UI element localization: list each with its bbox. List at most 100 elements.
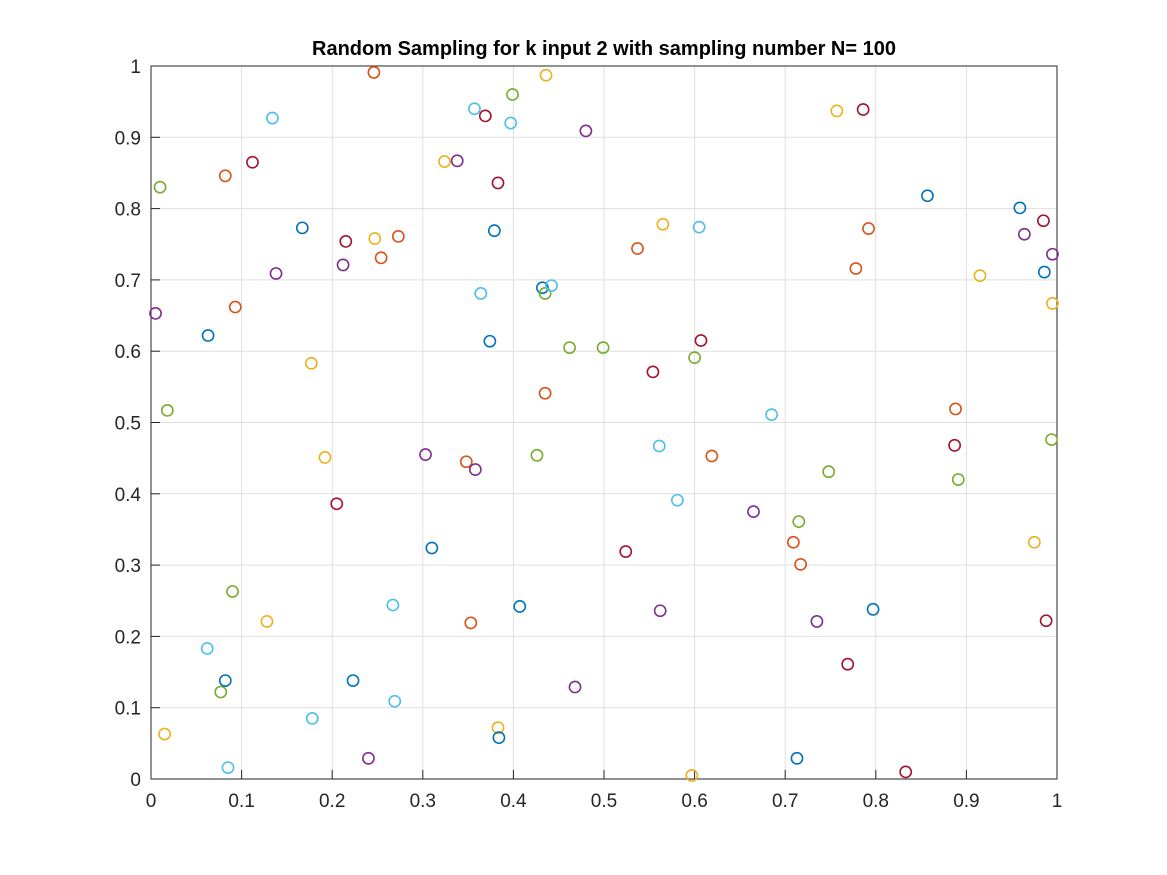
data-point	[221, 761, 235, 774]
x-tick-label: 0.8	[863, 791, 889, 812]
data-point	[487, 224, 501, 238]
data-point	[841, 657, 855, 671]
data-point	[339, 234, 353, 248]
data-point	[160, 403, 174, 417]
data-point	[336, 258, 350, 272]
data-point	[688, 351, 701, 365]
data-point	[368, 232, 382, 245]
data-point	[786, 535, 800, 549]
data-point	[305, 711, 319, 725]
data-point	[538, 386, 552, 400]
grid-lines	[150, 65, 1058, 780]
tick-marks	[150, 65, 1058, 780]
y-tick-label: 0.9	[115, 128, 141, 149]
y-axis-tick-labels: 0 0.1 0.2 0.3 0.4 0.5 0.6 0.7 0.8 0.9 1	[115, 57, 142, 791]
data-point	[269, 267, 283, 280]
data-point	[153, 180, 167, 194]
data-point	[1037, 265, 1051, 279]
data-point	[619, 545, 633, 558]
data-point	[705, 449, 719, 463]
data-point	[492, 731, 506, 745]
data-point	[1037, 214, 1050, 228]
data-point	[899, 765, 913, 779]
x-tick-label: 0.9	[953, 791, 979, 812]
data-point	[474, 287, 488, 300]
data-point	[218, 674, 232, 688]
y-tick-label: 0.4	[115, 485, 142, 506]
data-point	[318, 451, 332, 464]
data-point	[830, 104, 844, 118]
data-point	[506, 88, 519, 101]
x-tick-label: 0.7	[772, 791, 798, 812]
data-point	[1046, 297, 1059, 310]
data-point	[631, 242, 644, 255]
data-point	[346, 674, 360, 688]
data-point	[921, 189, 934, 203]
data-point	[304, 356, 318, 370]
data-point	[530, 448, 544, 462]
data-point	[478, 109, 492, 123]
data-point	[765, 408, 779, 422]
data-point	[849, 262, 863, 275]
data-point	[386, 598, 400, 612]
data-point	[218, 169, 232, 183]
data-point	[425, 541, 439, 555]
x-tick-label: 0.3	[410, 791, 436, 812]
data-point	[1046, 247, 1059, 261]
y-tick-label: 0.3	[115, 556, 141, 577]
x-tick-label: 0	[146, 791, 157, 812]
data-point	[149, 307, 162, 320]
data-point	[862, 222, 875, 235]
data-point	[419, 448, 432, 461]
data-point	[464, 616, 478, 630]
y-tick-label: 0.2	[115, 627, 141, 648]
data-point	[951, 473, 965, 486]
data-point	[438, 155, 451, 168]
data-point	[362, 751, 375, 765]
x-tick-label: 1	[1052, 791, 1063, 812]
data-point	[652, 439, 666, 453]
data-point	[747, 505, 760, 519]
data-point	[1039, 614, 1053, 628]
data-point	[246, 155, 259, 169]
data-point	[656, 217, 670, 231]
data-point	[388, 694, 402, 708]
data-point	[1027, 535, 1041, 549]
data-points	[149, 66, 1059, 782]
data-point	[330, 497, 344, 511]
data-point	[973, 269, 987, 283]
data-point	[158, 727, 171, 741]
data-point	[468, 463, 482, 476]
data-point	[374, 251, 388, 265]
data-point	[856, 103, 870, 116]
data-point	[685, 769, 699, 782]
y-tick-label: 0.1	[115, 699, 141, 720]
data-point	[491, 721, 505, 735]
data-point	[228, 300, 242, 314]
y-tick-label: 0.5	[115, 414, 141, 435]
data-point	[200, 642, 214, 655]
data-point	[450, 154, 464, 168]
data-point	[866, 602, 880, 616]
data-point	[545, 279, 558, 293]
data-point	[260, 615, 274, 628]
data-point	[226, 585, 239, 598]
x-axis-tick-labels: 0 0.1 0.2 0.3 0.4 0.5 0.6 0.7 0.8 0.9 1	[146, 791, 1063, 812]
data-point	[1013, 201, 1027, 215]
data-point	[1045, 433, 1058, 447]
data-point	[579, 124, 593, 138]
data-point	[513, 600, 527, 613]
y-tick-label: 0.7	[115, 271, 141, 292]
x-tick-label: 0.1	[228, 791, 254, 812]
data-point	[367, 66, 381, 79]
data-point	[391, 230, 405, 243]
data-point	[949, 402, 962, 416]
data-point	[1017, 227, 1031, 241]
y-tick-label: 0.8	[115, 200, 141, 221]
y-tick-label: 1	[130, 57, 141, 78]
data-point	[468, 102, 481, 116]
chart-title: Random Sampling for k input 2 with sampl…	[312, 38, 896, 60]
data-point	[214, 685, 228, 699]
data-point	[670, 493, 684, 507]
